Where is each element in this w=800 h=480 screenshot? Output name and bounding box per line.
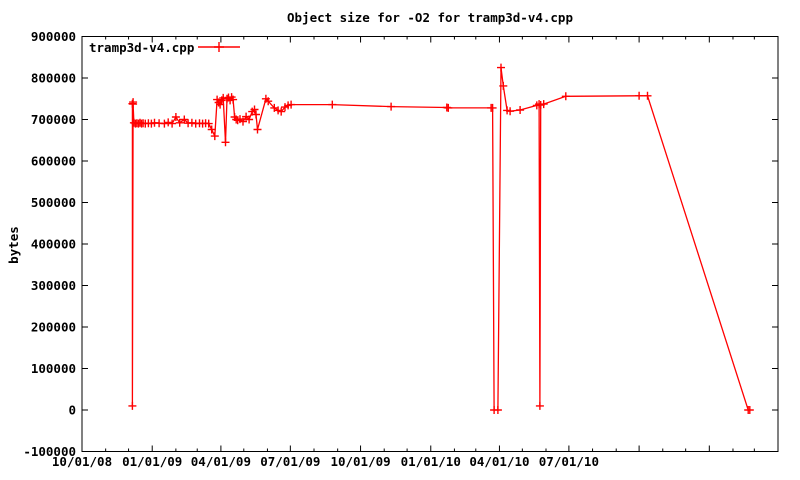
plot-frame <box>81 36 779 452</box>
x-tick-label: 10/01/08 <box>52 454 112 469</box>
y-tick-label: 100000 <box>31 361 76 376</box>
x-tick-label: 10/01/09 <box>330 454 390 469</box>
x-tick-label: 04/01/10 <box>469 454 529 469</box>
plus-marker-icon <box>214 42 224 52</box>
series-line <box>131 67 750 411</box>
y-tick-label: 900000 <box>31 29 76 44</box>
y-tick-label: 500000 <box>31 195 76 210</box>
y-tick-label: 600000 <box>31 154 76 169</box>
series-plus-markers <box>128 63 754 414</box>
x-tick-label: 07/01/10 <box>539 454 599 469</box>
y-tick-label: 400000 <box>31 237 76 252</box>
series-line-sample <box>198 42 240 52</box>
y-axis-label: bytes <box>6 226 21 264</box>
x-tick-label: 04/01/09 <box>191 454 251 469</box>
x-axis-ticks: 10/01/08 01/01/09 04/01/09 07/01/09 10/01/09… <box>52 36 779 469</box>
y-tick-label: -100000 <box>23 444 76 459</box>
chart-title: Object size for -O2 for tramp3d-v4.cpp <box>287 10 573 25</box>
y-tick-label: 200000 <box>31 320 76 335</box>
y-tick-label: 800000 <box>31 71 76 86</box>
y-tick-label: 700000 <box>31 112 76 127</box>
x-tick-label: 01/01/10 <box>401 454 461 469</box>
series-tramp3d-v4.cpp <box>128 63 754 414</box>
y-axis-ticks: 900000 800000 700000 600000 500000 400000 3000… <box>23 29 778 459</box>
x-tick-label: 07/01/09 <box>260 454 320 469</box>
x-tick-label: 01/01/09 <box>122 454 182 469</box>
y-tick-label: 300000 <box>31 278 76 293</box>
legend-series-label: tramp3d-v4.cpp <box>89 40 195 55</box>
y-tick-label: 0 <box>68 403 76 418</box>
